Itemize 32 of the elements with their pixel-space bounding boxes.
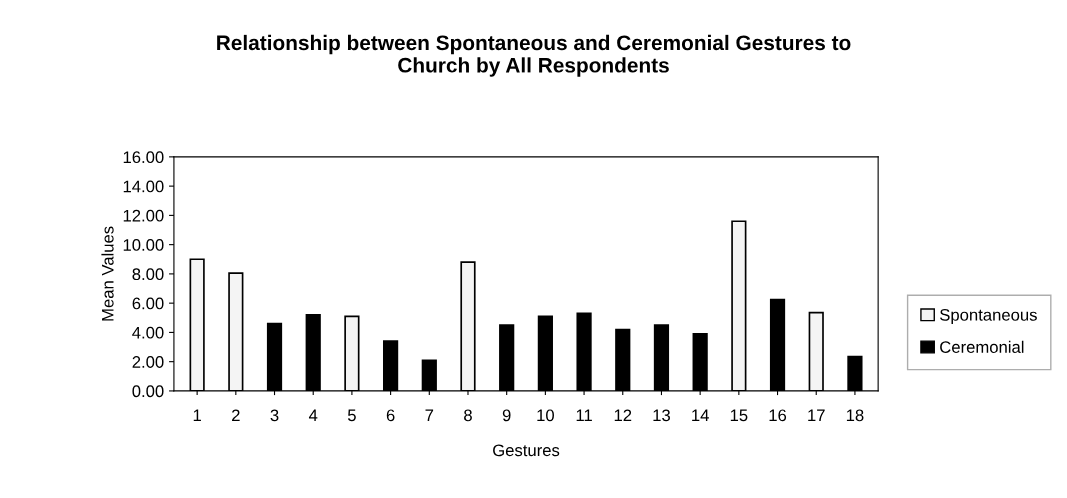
chart-title: Relationship between Spontaneous and Ceremonial Gestures to Church by All Respondents xyxy=(217,34,851,77)
x-tick-label: 8 xyxy=(464,409,472,422)
y-tick-label: 0.00 xyxy=(132,385,164,398)
y-tick-label: 10.00 xyxy=(123,239,164,251)
y-tick-label: 6.00 xyxy=(132,297,164,310)
x-tick-label: 16 xyxy=(769,409,787,422)
x-tick-label: 4 xyxy=(308,409,318,422)
x-tick-label: 15 xyxy=(730,409,748,422)
x-tick-label: 17 xyxy=(808,409,825,422)
x-tick-label: 14 xyxy=(692,409,709,422)
x-tick-label: 13 xyxy=(653,409,670,422)
legend-label: Ceremonial xyxy=(940,340,1024,353)
y-tick-label: 4.00 xyxy=(132,326,164,339)
x-tick-label: 5 xyxy=(347,409,356,422)
x-tick-label: 1 xyxy=(193,409,201,422)
x-tick-label: 10 xyxy=(537,409,554,422)
x-tick-label: 3 xyxy=(270,409,279,422)
legend-label: Spontaneous xyxy=(940,308,1037,325)
y-axis-title: Mean Values xyxy=(101,226,114,321)
x-tick-label: 6 xyxy=(386,409,395,422)
y-tick-label: 8.00 xyxy=(132,268,164,281)
x-tick-label: 11 xyxy=(576,409,592,422)
x-axis-title: Gestures xyxy=(493,444,560,457)
x-tick-label: 7 xyxy=(425,409,434,422)
x-tick-label: 2 xyxy=(232,409,240,422)
y-tick-label: 12.00 xyxy=(123,209,164,222)
y-tick-label: 14.00 xyxy=(123,180,164,193)
y-tick-label: 16.00 xyxy=(123,151,164,164)
x-tick-label: 9 xyxy=(502,409,511,422)
x-tick-label: 18 xyxy=(846,409,864,422)
y-tick-label: 2.00 xyxy=(132,356,164,368)
x-tick-label: 12 xyxy=(614,409,632,422)
